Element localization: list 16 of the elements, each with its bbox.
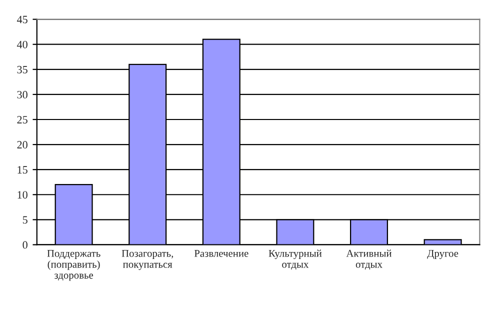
y-tick-label: 45 (16, 16, 28, 24)
x-tick-label: Поддержать (поправить) здоровье (47, 250, 100, 281)
x-tick-label: Активный отдых (346, 250, 392, 270)
y-tick-label: 35 (17, 66, 28, 74)
y-tick-label: 40 (16, 40, 28, 48)
y-tick-label: 25 (17, 116, 28, 124)
x-tick-label: Другое (427, 250, 458, 260)
y-tick-label: 0 (22, 241, 28, 249)
x-tick-label: Культурный отдых (268, 250, 322, 270)
x-tick-label: Позагорать, покупаться (122, 250, 174, 270)
y-tick-label: 5 (22, 216, 28, 224)
y-tick-label: 10 (18, 191, 28, 199)
y-tick-label: 15 (18, 166, 28, 174)
x-tick-label: Развлечение (194, 250, 248, 257)
y-tick-label: 20 (17, 141, 28, 149)
y-tick-label: 30 (17, 90, 28, 98)
